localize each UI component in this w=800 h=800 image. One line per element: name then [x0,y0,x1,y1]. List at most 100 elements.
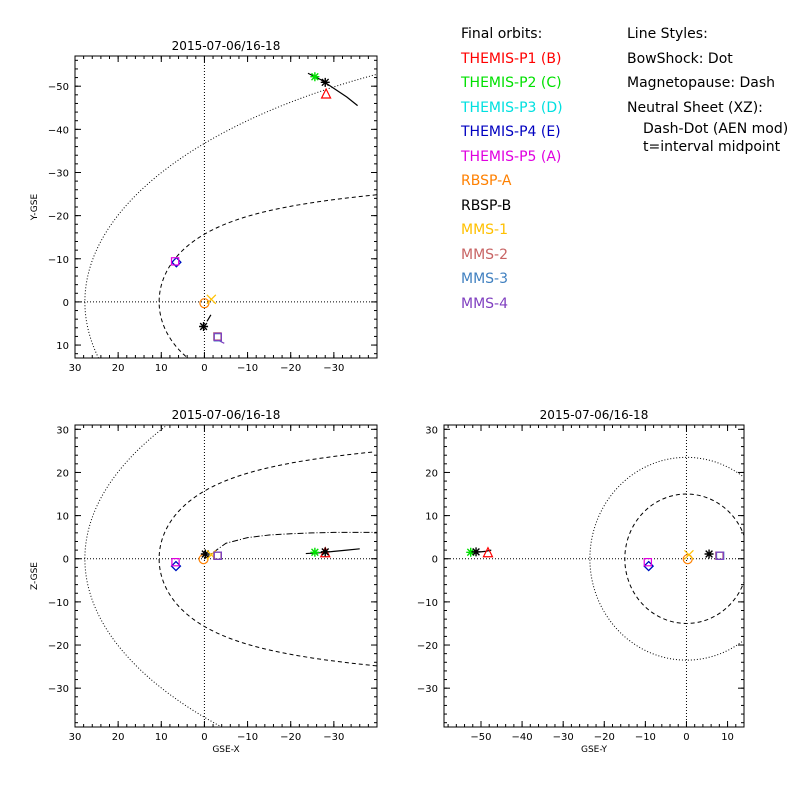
marker-themis-p2-c [310,547,320,557]
orbits-legend-list: THEMIS-P1 (B) THEMIS-P2 (C) THEMIS-P3 (D) T… [461,47,563,317]
orbits-legend: Final orbits: THEMIS-P1 (B) THEMIS-P2 (C)… [461,22,563,316]
diamond-marker [171,256,182,268]
marker-themis-p2-c [310,72,320,82]
marker-mms-1 [684,549,694,560]
magnetopause-curve [158,451,377,667]
circle-marker [682,554,693,565]
y-tick-label: 0 [63,555,69,566]
orbit-legend-item: THEMIS-P5 (A) [461,148,562,165]
plot-area [75,425,377,727]
orbit-legend-item: THEMIS-P3 (D) [461,99,563,116]
orbit-legend-item: THEMIS-P4 (E) [461,124,561,140]
triangle-marker [482,546,494,558]
x-tick-label: 20 [112,363,125,374]
bowshock-style-label: BowShock: Dot [627,50,733,67]
y-tick-label: 10 [425,512,438,523]
triangle-marker [320,87,332,99]
asterisk-marker [320,547,330,557]
marker-mms-1 [206,294,217,305]
marker-mms-4 [715,551,724,560]
x-axis-label: GSE-Y [581,745,608,755]
marker-themis-p4-e [171,256,182,268]
marker-themis-p1-b [320,87,332,99]
panel-title: 2015-07-06/16-18 [172,39,281,53]
y-tick-label: −30 [48,684,69,695]
plot-frame [74,55,378,359]
marker-mms-4 [213,332,223,342]
x-tick-label: 0 [683,732,689,743]
x-tick-label: −30 [553,732,574,743]
orbit-legend-item: MMS-4 [461,295,509,312]
x-tick-label: 0 [201,363,207,374]
line-styles-title: Line Styles: [627,26,708,42]
marker-themis-p5-a [643,557,653,567]
marker-rbsp-b-end [471,547,481,557]
asterisk-marker [310,72,320,82]
y-tick-label: −20 [48,641,69,652]
plot-frame [74,424,378,728]
bowshock-curve [589,456,744,661]
x-tick-label: −20 [280,363,301,374]
x-tick-label: −10 [635,732,656,743]
asterisk-marker [704,549,714,559]
marker-rbsp-b [704,549,714,559]
y-tick-label: −10 [48,255,69,266]
x-marker [206,294,217,305]
circle-marker [199,298,210,309]
marker-themis-p1-b [482,546,494,558]
x-tick-label: 10 [155,363,168,374]
marker-themis-p2-c [466,547,476,557]
panel-title: 2015-07-06/16-18 [172,408,281,422]
square-marker [213,332,223,342]
x-tick-label: −30 [323,732,344,743]
marker-themis-p5-a [170,257,180,266]
neutral-sheet-curve [204,531,377,560]
y-tick-label: −30 [48,168,69,179]
orbit-legend-item: MMS-3 [461,271,509,287]
midpoint-note: t=interval midpoint [643,139,781,155]
y-tick-label: −10 [417,598,438,609]
x-tick-label: 20 [112,732,125,743]
orbit-legend-item: RBSP-A [461,173,512,189]
orbit-legend-item: THEMIS-P1 (B) [461,50,562,67]
x-tick-label: −10 [237,363,258,374]
y-tick-label: −40 [48,125,69,136]
x-tick-label: −30 [323,363,344,374]
y-tick-label: 20 [56,468,69,479]
x-tick-label: −10 [237,732,258,743]
neutral-sheet-style-detail: Dash-Dot (AEN mod) [643,121,789,137]
marker-rbsp-a [682,554,693,565]
y-tick-label: −50 [48,82,69,93]
x-tick-label: 30 [69,732,82,743]
x-axis-label: GSE-X [212,745,239,755]
y-tick-label: −20 [417,641,438,652]
x-marker [684,549,694,560]
orbit-track [206,314,212,322]
y-tick-label: −10 [48,598,69,609]
panel-title: 2015-07-06/16-18 [540,408,649,422]
y-axis-label: Z-GSE [30,562,40,590]
y-tick-label: 30 [56,425,69,436]
orbit-legend-item: MMS-2 [461,246,509,263]
y-tick-label: −30 [417,684,438,695]
y-tick-label: 20 [425,468,438,479]
magnetopause-style-label: Magnetopause: Dash [627,75,776,91]
x-tick-label: 0 [201,732,207,743]
y-axis-label: Y-GSE [30,194,40,222]
magnetopause-curve [158,194,377,358]
square-marker [213,551,223,560]
marker-mms-4 [213,551,223,560]
orbit-legend-item: MMS-1 [461,222,509,238]
y-tick-label: 0 [63,298,69,309]
line-styles-legend: Line Styles: BowShock: Dot Magnetopause:… [627,22,788,156]
plot-frame [443,424,745,728]
asterisk-marker [199,322,209,332]
panel-xz: 30 20 10 0 −10 −20 −30 −30 −20 −10 0 10 20 30 2015-07-… [30,408,378,755]
magnetopause-curve [624,493,744,624]
asterisk-marker [200,549,210,559]
y-tick-label: 30 [425,425,438,436]
x-tick-label: −50 [470,732,491,743]
orbit-legend-item: THEMIS-P2 (C) [461,75,562,91]
x-tick-label: −40 [512,732,533,743]
orbit-legend-item: RBSP-B [461,197,512,214]
